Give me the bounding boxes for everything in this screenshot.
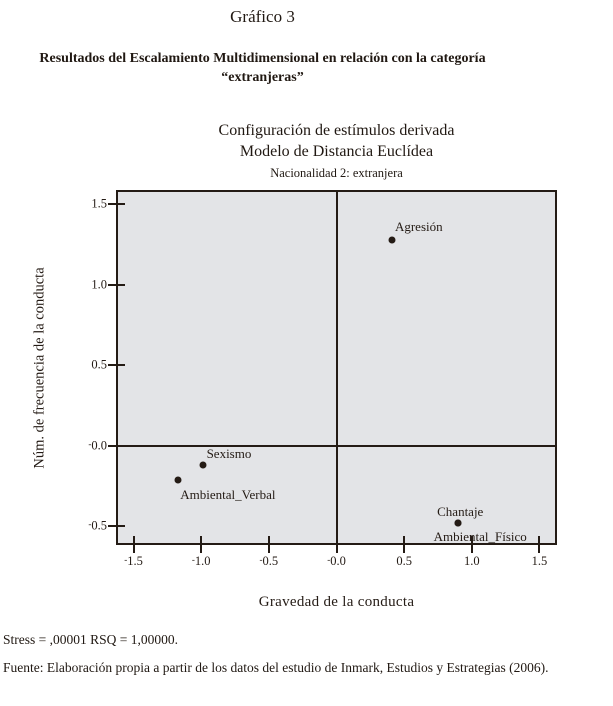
x-tick-label: -1.5 [124, 554, 143, 568]
x-axis-tick [335, 536, 338, 553]
y-axis-tick [108, 525, 125, 528]
minus-sign: - [88, 438, 92, 449]
data-point [174, 476, 182, 484]
document-title: Gráfico 3 [230, 7, 295, 26]
chart-title-line-1: Configuración de estímulos derivada [218, 122, 455, 139]
minus-sign: - [327, 554, 331, 565]
x-axis-tick [538, 536, 541, 553]
plot-area: -1.5 -1.0 -0.5 -0.0 0.5 1.0 1.5 1.5 1.0 0.5 -0.0 -0… [88, 190, 557, 568]
reference-line-horizontal [116, 444, 557, 447]
point-label: Agresión [394, 218, 443, 234]
chart-title-block: Configuración de estímulos derivada Mode… [116, 120, 557, 181]
x-axis-tick [267, 536, 270, 553]
y-tick-label: 1.5 [91, 196, 107, 211]
chart-footer: Stress = ,00001 RSQ = 1,00000. Fuente: E… [3, 630, 611, 677]
minus-sign: - [191, 554, 195, 565]
point-label: Chantaje [437, 504, 484, 520]
point-label: Ambiental_Verbal [180, 486, 276, 502]
point-label: Ambiental_Físico [433, 529, 527, 545]
source-note: Fuente: Elaboración propia a partir de l… [3, 659, 549, 675]
y-tick-label: -0.5 [88, 518, 107, 533]
document-subtitle: Resultados del Escalamiento Multidimensi… [39, 51, 486, 86]
point-label: Sexismo [206, 446, 252, 462]
x-tick-label: 1.5 [531, 554, 548, 568]
y-axis-tick [108, 444, 125, 447]
x-axis-tick [200, 536, 203, 553]
data-point [454, 519, 462, 527]
x-tick-label: -1.0 [191, 554, 211, 568]
y-tick-label: 1.0 [91, 277, 107, 292]
stress-rsq-note: Stress = ,00001 RSQ = 1,00000. [3, 632, 178, 647]
minus-sign: - [259, 554, 263, 565]
minus-sign: - [88, 519, 92, 530]
data-point [199, 461, 207, 469]
y-axis-tick [108, 364, 125, 367]
x-axis-tick [132, 536, 135, 553]
x-tick-label: 0.5 [396, 554, 412, 568]
x-tick-label: -0.5 [259, 554, 279, 568]
chart-title-line-2: Modelo de Distancia Euclídea [239, 143, 434, 160]
y-tick-label: -0.0 [88, 438, 107, 453]
x-axis-title: Gravedad de la conducta [258, 594, 415, 610]
y-axis-tick [108, 283, 125, 286]
minus-sign: - [124, 554, 128, 565]
x-tick-label: 1.0 [463, 554, 480, 568]
y-tick-label: 0.5 [91, 357, 107, 372]
x-axis-tick [470, 536, 473, 553]
y-axis-tick [108, 203, 125, 206]
chart-title-line-3: Nacionalidad 2: extranjera [270, 166, 403, 180]
reference-line-vertical [335, 190, 338, 545]
y-axis-title: Núm. de frecuencia de la conducta [31, 267, 48, 469]
x-axis-tick [403, 536, 406, 553]
x-tick-label: -0.0 [327, 554, 346, 568]
data-point [388, 236, 396, 244]
